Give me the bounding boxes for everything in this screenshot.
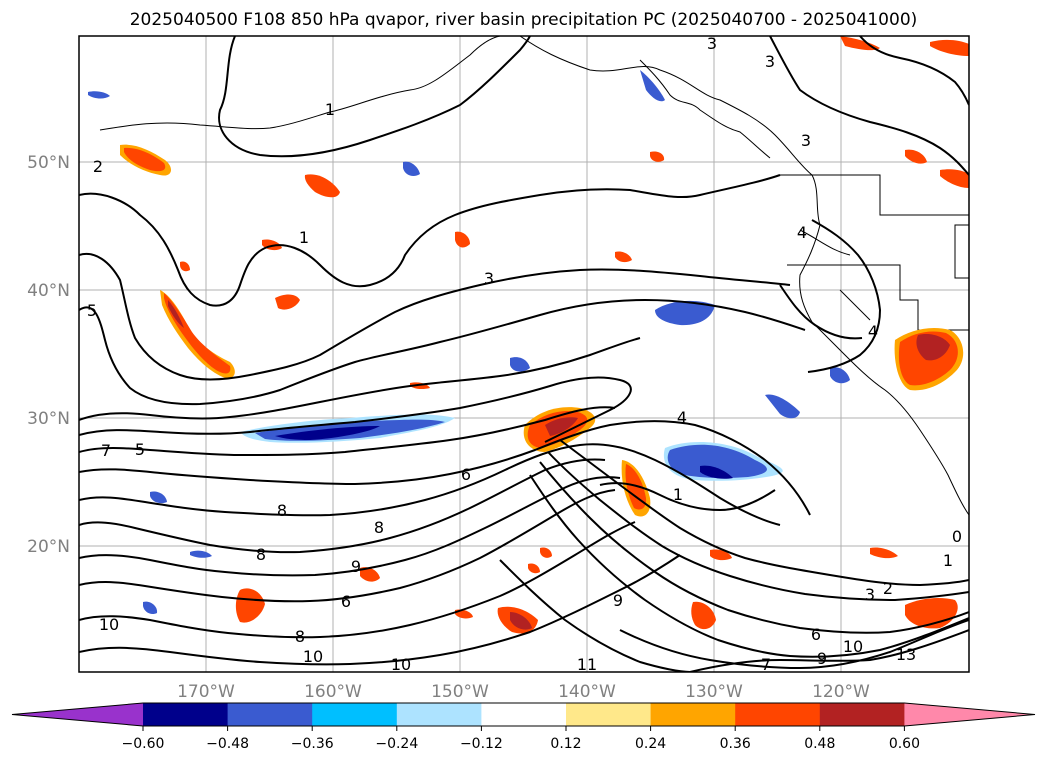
- colorbar-tick-label: −0.60: [122, 736, 165, 752]
- map-title: 2025040500 F108 850 hPa qvapor, river ba…: [129, 10, 918, 30]
- colorbar-tick-label: 0.36: [720, 736, 751, 752]
- colorbar-tick-label: 0.60: [889, 736, 920, 752]
- contour-label: 1: [325, 100, 335, 119]
- colorbar-tick-label: −0.36: [291, 736, 334, 752]
- contour-label: 3: [801, 131, 811, 150]
- lat-label: 30°N: [27, 409, 70, 429]
- contour-label: 4: [868, 322, 878, 341]
- contour-lines: [79, 36, 969, 672]
- lon-label: 150°W: [431, 682, 489, 702]
- contour-label: 2: [883, 579, 893, 598]
- colorbar-swatch: [227, 703, 313, 726]
- contour-label: 3: [707, 34, 717, 53]
- contour-label: 6: [341, 592, 351, 611]
- coastlines: [99, 36, 969, 516]
- lon-label: 120°W: [812, 682, 870, 702]
- contour-label: 5: [87, 301, 97, 320]
- contour-label: 3: [765, 52, 775, 71]
- contour-label: 2: [93, 157, 103, 176]
- contour-label: 10: [99, 615, 119, 634]
- lon-label: 130°W: [685, 682, 743, 702]
- lon-label: 160°W: [304, 682, 362, 702]
- colorbar-extend-high: [904, 703, 1035, 726]
- colorbar-tick-label: 0.48: [804, 736, 835, 752]
- contour-label: 8: [256, 545, 266, 564]
- contour-label: 9: [613, 591, 623, 610]
- colorbar-swatch: [143, 703, 229, 726]
- colorbar-swatch: [312, 703, 398, 726]
- colorbar-swatch: [396, 703, 482, 726]
- shaded-precipitation: [88, 36, 969, 634]
- contour-label: 0: [952, 527, 962, 546]
- contour-label: 11: [577, 655, 597, 674]
- latitude-labels: 50°N 40°N 30°N 20°N: [27, 153, 70, 557]
- lat-label: 50°N: [27, 153, 70, 173]
- contour-label: 10: [303, 647, 323, 666]
- contour-label: 9: [817, 649, 827, 668]
- lon-label: 170°W: [177, 682, 235, 702]
- colorbar-tick-label: −0.48: [206, 736, 249, 752]
- contour-label: 3: [484, 269, 494, 288]
- map-panel: 3 3 3 1 2 1 3 5 4 4 7 5 4 1 6 8 8 8 9 6 …: [79, 34, 969, 674]
- colorbar: −0.60 −0.48 −0.36 −0.24 −0.12 0.12 0.24 0.36 0.4…: [11, 702, 1036, 752]
- contour-label: 8: [374, 518, 384, 537]
- lat-label: 20°N: [27, 537, 70, 557]
- contour-labels: 3 3 3 1 2 1 3 5 4 4 7 5 4 1 6 8 8 8 9 6 …: [87, 34, 962, 674]
- colorbar-tick-label: 0.24: [635, 736, 666, 752]
- contour-label: 5: [135, 440, 145, 459]
- contour-label: 6: [461, 465, 471, 484]
- colorbar-swatch: [735, 703, 821, 726]
- colorbar-swatch: [566, 703, 652, 726]
- map-frame: [78, 35, 970, 673]
- colorbar-tick-label: −0.12: [460, 736, 503, 752]
- contour-label: 1: [943, 551, 953, 570]
- contour-label: 7: [761, 655, 771, 674]
- contour-label: 10: [391, 655, 411, 674]
- colorbar-swatch: [650, 703, 736, 726]
- contour-label: 6: [811, 625, 821, 644]
- contour-label: 8: [277, 501, 287, 520]
- contour-label: 4: [797, 223, 807, 242]
- colorbar-swatches: [11, 702, 1036, 727]
- lon-label: 140°W: [558, 682, 616, 702]
- colorbar-tick-label: 0.12: [550, 736, 581, 752]
- colorbar-swatch: [481, 703, 567, 726]
- contour-label: 9: [351, 557, 361, 576]
- gridlines: [79, 36, 969, 672]
- contour-label: 13: [896, 645, 916, 664]
- colorbar-tick-label: −0.24: [375, 736, 418, 752]
- contour-label: 8: [295, 627, 305, 646]
- contour-label: 7: [101, 441, 111, 460]
- colorbar-swatch: [819, 703, 905, 726]
- colorbar-ticks: −0.60 −0.48 −0.36 −0.24 −0.12 0.12 0.24 0.36 0.4…: [122, 726, 920, 752]
- contour-label: 10: [843, 637, 863, 656]
- contour-label: 1: [299, 228, 309, 247]
- contour-label: 4: [677, 408, 687, 427]
- contour-label: 1: [673, 485, 683, 504]
- lat-label: 40°N: [27, 281, 70, 301]
- contour-label: 3: [865, 585, 875, 604]
- longitude-labels: 170°W 160°W 150°W 140°W 130°W 120°W: [177, 682, 870, 702]
- colorbar-extend-low: [12, 703, 143, 726]
